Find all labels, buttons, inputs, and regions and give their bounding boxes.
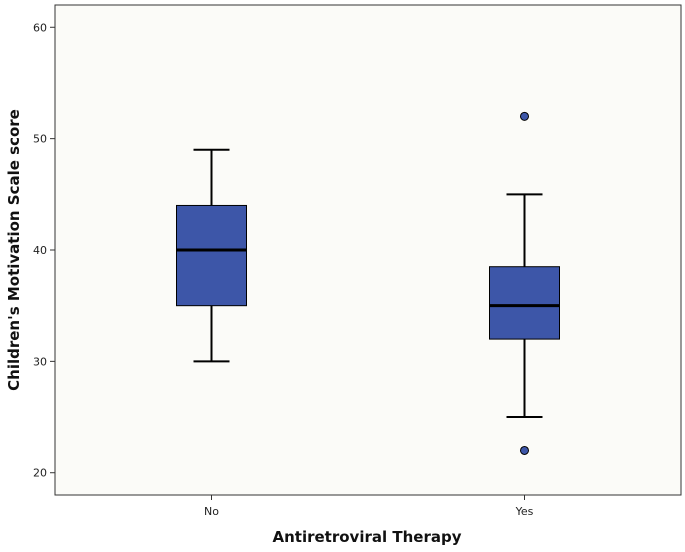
x-tick-label-yes: Yes <box>515 505 534 518</box>
y-tick-label-30: 30 <box>33 355 47 368</box>
x-tick-label-no: No <box>204 505 219 518</box>
y-tick-label-20: 20 <box>33 467 47 480</box>
box-group-yes <box>489 111 560 455</box>
boxes-layer <box>176 111 560 455</box>
y-axis-title: Children's Motivation Scale score <box>5 109 23 391</box>
y-tick-label-50: 50 <box>33 133 47 146</box>
outlier-point-yes-52 <box>520 111 529 121</box>
x-axis-title: Antiretroviral Therapy <box>273 528 462 546</box>
outlier-point-yes-22 <box>520 445 529 455</box>
box-group-no <box>176 148 247 363</box>
y-tick-label-60: 60 <box>33 21 47 34</box>
y-tick-label-40: 40 <box>33 244 47 257</box>
x-axis: No Yes <box>204 495 534 518</box>
plot-area <box>54 4 682 496</box>
box-no <box>176 204 247 307</box>
y-axis: 20 30 40 50 60 <box>33 21 55 480</box>
box-yes <box>489 266 560 340</box>
